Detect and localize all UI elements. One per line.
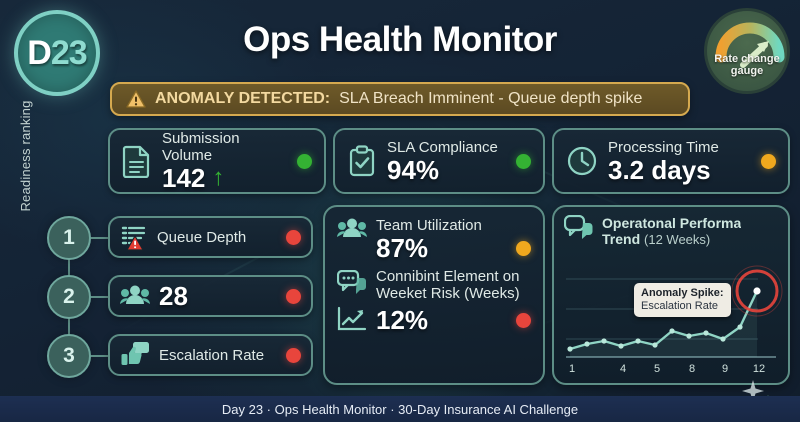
metric-value-row: 142 ↑ <box>162 164 287 192</box>
metric-card-processing-time[interactable]: Processing Time 3.2 days <box>552 128 790 194</box>
metric-label: Connibint Element on Weeket Risk (Weeks) <box>376 268 520 302</box>
status-badge <box>516 153 531 169</box>
chart-title-line1: Operatonal Performa <box>602 215 742 231</box>
metric-value-row: 3.2 days <box>608 156 751 184</box>
panel-row-body: Connibint Element on Weeket Risk (Weeks) <box>376 268 531 302</box>
trend-line-chart <box>566 265 783 358</box>
metric-value: 3.2 days <box>608 154 711 185</box>
metric-body: Processing Time 3.2 days <box>608 139 751 184</box>
chat-bubbles-icon <box>564 215 594 241</box>
x-tick-label: 4 <box>619 363 627 375</box>
metric-card-team-count[interactable]: 28 <box>108 275 313 317</box>
status-badge <box>286 347 301 363</box>
status-badge <box>286 288 301 304</box>
x-tick-label: 1 <box>568 363 576 375</box>
metric-label: SLA Compliance <box>387 138 498 156</box>
tooltip-subtitle: Escalation Rate <box>641 300 719 312</box>
people-icon <box>120 284 150 308</box>
metric-value: 12% <box>376 305 429 335</box>
anomaly-banner-detail: SLA Breach Imminent - Queue depth spike <box>339 90 643 107</box>
anomaly-banner-bold: ANOMALY DETECTED: <box>155 90 331 107</box>
readiness-axis-label: Readiness ranking <box>18 100 33 212</box>
trend-up-chart-icon <box>337 306 367 332</box>
trend-up-arrow-icon: ↑ <box>212 164 225 191</box>
status-badge <box>297 153 312 169</box>
list-alert-icon <box>120 223 148 251</box>
panel-row-body: 12% <box>376 306 531 334</box>
x-tick-label: 9 <box>721 363 729 375</box>
gauge-icon <box>715 22 785 68</box>
day-badge-prefix: D <box>27 33 52 72</box>
chat-bubbles-icon <box>337 270 367 296</box>
metric-label: Submission Volume <box>162 130 240 164</box>
metric-value: 94% <box>387 154 440 185</box>
clipboard-check-icon <box>347 144 377 178</box>
metric-value-row: 94% <box>387 156 506 184</box>
metric-body: Submission Volume 142 ↑ <box>162 130 287 192</box>
metric-value: 87% <box>376 233 429 263</box>
readiness-connector <box>91 296 109 298</box>
metric-label: Processing Time <box>608 138 719 156</box>
metric-card-escalation-rate[interactable]: Escalation Rate <box>108 334 313 376</box>
metric-label: Queue Depth <box>157 228 247 246</box>
chart-header: Operatonal Performa Trend (12 Weeks) <box>564 215 778 248</box>
document-icon <box>122 144 152 178</box>
panel-row-team-utilization[interactable]: Team Utilization 87% <box>337 217 531 262</box>
chart-x-axis-ticks: 1 4 5 8 9 12 <box>562 363 784 377</box>
chart-plot-area: Anomaly Spike: Escalation Rate 1 4 5 8 9… <box>562 265 784 377</box>
tooltip-title: Anomaly Spike: <box>641 287 724 299</box>
panel-row-trend-value[interactable]: 12% <box>337 306 531 334</box>
gauge-label: Rate change gauge <box>707 53 787 77</box>
day-badge: D23 <box>14 10 100 96</box>
footer-text: Day 23 · Ops Health Monitor · 30-Day Ins… <box>221 401 579 417</box>
day-badge-text: D23 <box>27 33 88 73</box>
x-tick-label: 12 <box>752 363 766 375</box>
status-badge <box>286 229 301 245</box>
metric-card-submission-volume[interactable]: Submission Volume 142 ↑ <box>108 128 326 194</box>
chart-subtitle: (12 Weeks) <box>644 232 711 247</box>
chart-title-word: Trend <box>602 231 641 247</box>
readiness-connector <box>91 355 109 357</box>
x-tick-label: 5 <box>653 363 661 375</box>
rate-change-gauge-badge: Rate change gauge <box>704 8 790 94</box>
warning-triangle-icon <box>126 89 146 108</box>
panel-row-risk-note[interactable]: Connibint Element on Weeket Risk (Weeks) <box>337 268 531 302</box>
day-badge-number: 23 <box>50 33 88 72</box>
performance-trend-panel: Operatonal Performa Trend (12 Weeks) <box>552 205 790 385</box>
metric-value: 28 <box>159 281 188 311</box>
page-title: Ops Health Monitor <box>243 20 557 59</box>
anomaly-banner: ANOMALY DETECTED: SLA Breach Imminent - … <box>110 82 690 116</box>
metric-label: Escalation Rate <box>159 346 265 364</box>
panel-row-body: Team Utilization 87% <box>376 217 531 262</box>
center-metrics-panel: Team Utilization 87% Connibint <box>323 205 545 385</box>
readiness-node-1: 1 <box>47 216 91 260</box>
metric-value: 142 <box>162 163 206 193</box>
footer-bar: Day 23 · Ops Health Monitor · 30-Day Ins… <box>0 396 800 422</box>
metric-label: Team Utilization <box>376 217 482 234</box>
anomaly-tooltip: Anomaly Spike: Escalation Rate <box>634 283 731 317</box>
metric-card-sla-compliance[interactable]: SLA Compliance 94% <box>333 128 545 194</box>
gauge-label-line2: gauge <box>730 65 764 77</box>
readiness-connector <box>91 237 109 239</box>
readiness-node-2: 2 <box>47 275 91 319</box>
status-badge <box>761 153 776 169</box>
readiness-node-3: 3 <box>47 334 91 378</box>
status-badge <box>516 312 531 328</box>
chart-title-block: Operatonal Performa Trend (12 Weeks) <box>602 215 741 248</box>
metric-card-queue-depth[interactable]: Queue Depth <box>108 216 313 258</box>
metric-body: SLA Compliance 94% <box>387 139 506 184</box>
thumbs-up-chat-icon <box>120 341 150 369</box>
status-badge <box>516 240 531 256</box>
people-icon <box>337 217 367 241</box>
chart-title-line2: Trend (12 Weeks) <box>602 231 741 248</box>
gauge-label-line1: Rate change <box>714 53 780 65</box>
clock-icon <box>566 144 598 178</box>
x-tick-label: 8 <box>688 363 696 375</box>
